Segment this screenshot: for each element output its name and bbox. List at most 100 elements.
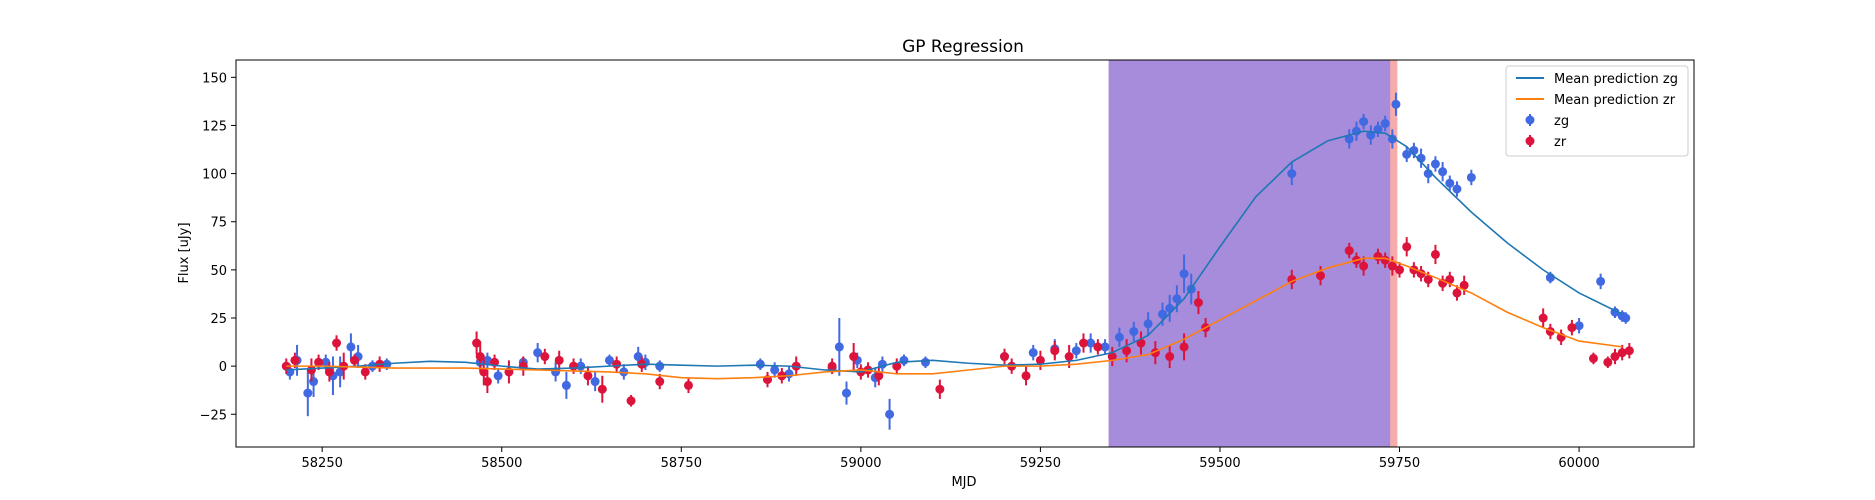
line-mean-prediction-zg [286,130,1623,373]
point-zr-20 [583,371,593,381]
point-zg-65 [1438,167,1448,177]
point-zg-38 [1028,348,1038,358]
point-zr-31 [849,352,859,362]
point-zr-10 [472,338,482,348]
point-zr-18 [554,355,564,365]
legend-label-zr: zr [1554,135,1567,150]
point-zr-46 [1122,346,1132,356]
point-zr-60 [1387,261,1397,271]
point-zg-34 [885,409,895,419]
point-zr-37 [1000,352,1010,362]
point-zr-43 [1079,338,1089,348]
x-tick-label-59250: 59250 [1020,456,1061,471]
x-tick-label-60000: 60000 [1558,456,1599,471]
point-zr-50 [1179,342,1189,352]
x-tick-label-58500: 58500 [481,456,522,471]
series-mean-prediction-zg [286,130,1623,373]
x-tick-label-58750: 58750 [661,456,702,471]
point-zr-8 [360,367,370,377]
point-zg-35 [899,355,909,365]
point-zg-51 [1287,169,1297,179]
point-zg-40 [1071,346,1081,356]
y-tick-label-75: 75 [210,216,227,231]
point-zg-42 [1100,342,1110,352]
point-zr-66 [1430,249,1440,259]
point-zr-45 [1107,352,1117,362]
point-zr-26 [683,380,693,390]
point-zg-64 [1430,159,1440,169]
point-zr-79 [1624,346,1634,356]
point-zg-20 [604,355,614,365]
legend-label-mean-prediction-zr: Mean prediction zr [1554,93,1676,108]
y-tick-label-0: 0 [219,360,227,375]
point-zr-3 [314,357,324,367]
point-zr-68 [1445,274,1455,284]
point-zg-22 [633,352,643,362]
point-zg-2 [303,388,313,398]
point-zr-40 [1035,355,1045,365]
point-zr-65 [1423,274,1433,284]
point-zr-76 [1603,357,1613,367]
y-axis: −25 0 25 50 75 100 125 150 [200,71,236,423]
point-zr-30 [827,361,837,371]
point-zr-17 [540,352,550,362]
point-zg-45 [1143,319,1153,329]
point-zg-47 [1165,303,1175,313]
point-zr-7 [350,355,360,365]
point-zr-69 [1452,288,1462,298]
legend-label-mean-prediction-zg: Mean prediction zg [1554,72,1678,87]
point-zg-46 [1158,309,1168,319]
y-tick-label-100: 100 [202,168,227,183]
chart-title: GP Regression [902,37,1024,57]
x-axis-title: MJD [951,475,976,490]
y-tick-label-150: 150 [202,71,227,86]
point-zr-35 [892,361,902,371]
point-zr-13 [482,377,492,387]
legend: Mean prediction zg Mean prediction zr zg zr [1505,65,1689,157]
y-tick-label-50: 50 [210,264,227,279]
point-zr-75 [1588,353,1598,363]
point-zg-52 [1344,134,1354,144]
shaded-regions [1108,60,1398,447]
x-tick-label-59000: 59000 [840,456,881,471]
point-zg-74 [1621,313,1631,323]
y-axis-title: Flux [uJy] [177,222,192,283]
point-zg-13 [493,371,503,381]
point-zr-5 [332,338,342,348]
point-zr-21 [597,384,607,394]
point-zg-41 [1086,338,1096,348]
point-zg-24 [655,361,665,371]
point-zg-57 [1380,119,1390,129]
point-zr-78 [1617,348,1627,358]
point-zg-43 [1114,332,1124,342]
point-zr-1 [290,355,300,365]
series-zr [281,237,1634,407]
point-zr-42 [1064,352,1074,362]
point-zr-57 [1359,261,1369,271]
point-zg-9 [367,361,377,371]
plot-frame [235,59,1695,448]
point-zr-19 [569,361,579,371]
point-zr-34 [874,371,884,381]
point-zr-62 [1402,242,1412,252]
x-axis: 58250 58500 58750 59000 59250 59500 59750 60000 [302,447,1600,471]
point-zr-36 [935,384,945,394]
series-layer [281,92,1634,430]
point-zr-74 [1567,323,1577,333]
point-zg-70 [1574,321,1584,331]
x-tick-label-58250: 58250 [302,456,343,471]
point-zg-66 [1445,178,1455,188]
point-zg-19 [590,377,600,387]
series-mean-prediction-zr [286,257,1623,380]
line-mean-prediction-zr [286,257,1623,380]
point-zr-54 [1316,271,1326,281]
point-zr-41 [1050,346,1060,356]
point-zg-29 [834,342,844,352]
point-zg-30 [841,388,851,398]
point-zr-22 [612,359,622,369]
point-zg-4 [321,357,331,367]
point-zg-7 [346,342,356,352]
point-zg-67 [1452,184,1462,194]
point-zg-68 [1466,172,1476,182]
